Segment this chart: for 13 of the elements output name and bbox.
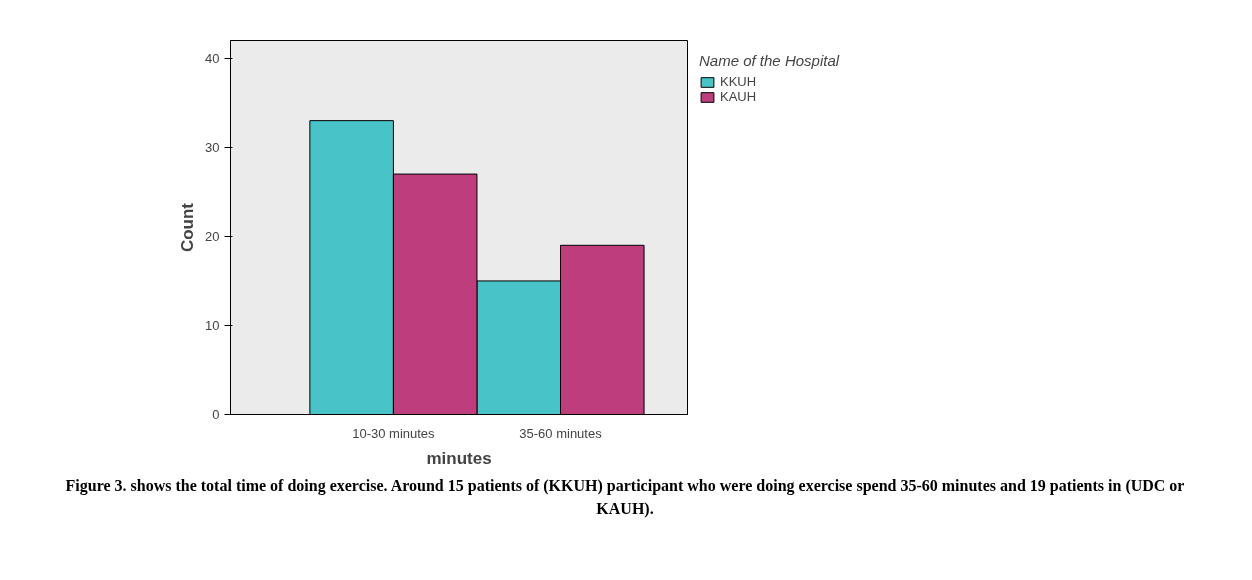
- legend-label: KAUH: [720, 89, 757, 104]
- y-tick-label: 20: [205, 228, 220, 244]
- x-tick-label: 35-60 minutes: [519, 425, 603, 441]
- legend-title: Name of the Hospital: [699, 52, 840, 69]
- caption: Figure 3. shows the total time of doing exercise. Around 15 patients of (KKUH) participant who were doing exercise spend 35-60 minutes and 19 patients in (UDC or KAUH).: [64, 476, 1186, 519]
- y-tick-label: 30: [205, 139, 220, 155]
- y-tick-label: 40: [205, 50, 220, 66]
- y-axis-title: Count: [178, 202, 198, 253]
- x-axis-title: minutes: [426, 448, 492, 468]
- legend-label: KKUH: [720, 74, 757, 89]
- y-tick-label: 0: [212, 407, 220, 422]
- y-tick-label: 10: [205, 317, 220, 333]
- x-tick-label: 10-30 minutes: [352, 425, 436, 441]
